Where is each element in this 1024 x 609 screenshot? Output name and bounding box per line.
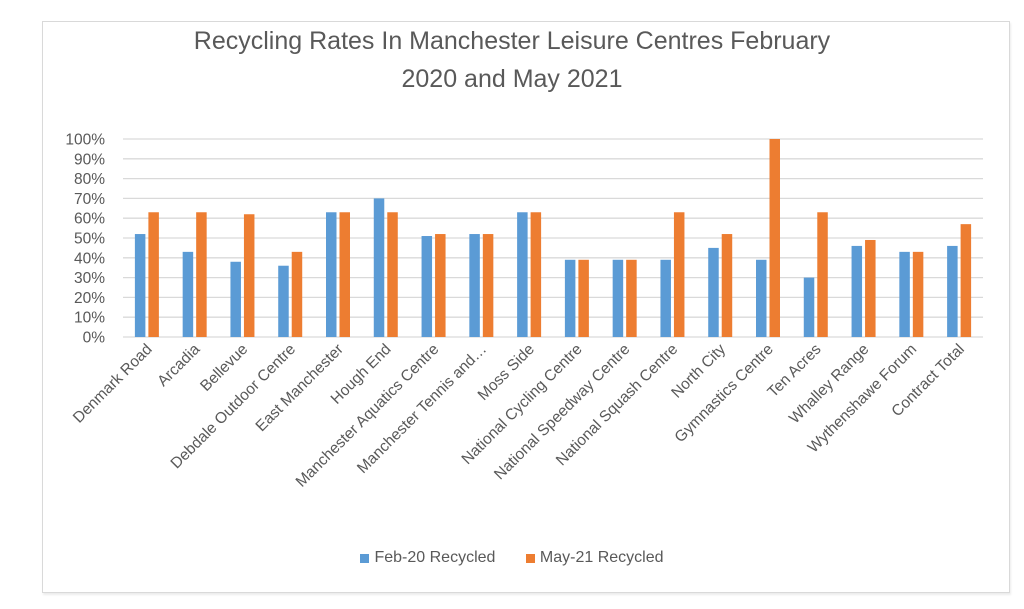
bar-may-21 [912, 251, 924, 337]
bar-feb-20 [326, 212, 337, 337]
bar-may-21 [626, 259, 637, 337]
bar-may-21 [769, 139, 780, 337]
bar-may-21 [196, 212, 207, 337]
bar-feb-20 [708, 247, 719, 337]
y-tick-label: 20% [74, 290, 105, 307]
chart-title-line-2: 2020 and May 2021 [401, 65, 623, 93]
bar-feb-20 [182, 251, 194, 337]
bar-may-21 [291, 251, 303, 337]
bar-may-21 [435, 234, 446, 337]
bar-feb-20 [517, 212, 528, 337]
x-tick-label: East Manchester [253, 341, 347, 435]
y-tick-label: 40% [74, 250, 105, 267]
y-tick-label: 70% [74, 191, 105, 208]
legend-label-may-21: May-21 Recycled [539, 549, 664, 566]
y-tick-label: 10% [74, 310, 105, 327]
y-tick-label: 90% [74, 151, 105, 168]
bar-feb-20 [612, 259, 624, 337]
bar-feb-20 [134, 234, 146, 337]
bar-may-21 [578, 259, 589, 337]
bar-feb-20 [373, 198, 385, 337]
bar-may-21 [721, 234, 733, 337]
bar-may-21 [865, 239, 876, 337]
legend-item-may-21: May-21 Recycled [525, 549, 664, 567]
y-tick-label: 80% [74, 171, 105, 188]
chart-title-line-1: Recycling Rates In Manchester Leisure Ce… [193, 27, 831, 55]
bar-feb-20 [899, 251, 910, 337]
legend-swatch-may-21 [525, 553, 535, 563]
bar-feb-20 [660, 259, 671, 337]
bar-may-21 [817, 212, 828, 337]
legend-swatch-feb-20 [360, 553, 370, 563]
bar-may-21 [387, 212, 398, 337]
bar-feb-20 [421, 236, 433, 337]
chart-legend: Feb-20 Recycled May-21 Recycled [0, 549, 1024, 568]
chart-title: Recycling Rates In Manchester Leisure Ce… [0, 22, 1024, 98]
legend-item-feb-20: Feb-20 Recycled [360, 549, 495, 567]
gridlines [123, 138, 983, 338]
bar-feb-20 [564, 259, 576, 337]
bar-feb-20 [756, 259, 767, 337]
bar-may-21 [339, 212, 350, 337]
y-tick-label: 0% [83, 330, 106, 347]
bars [134, 139, 972, 337]
y-tick-label: 60% [74, 211, 105, 228]
bar-may-21 [243, 214, 255, 337]
bar-feb-20 [803, 277, 815, 337]
bar-may-21 [482, 234, 494, 337]
y-axis-tick-labels: 0% 10% 20% 30% 40% 50% 60% 70% 80% 90% 100% [65, 132, 105, 347]
bar-feb-20 [851, 245, 863, 337]
y-tick-label: 50% [74, 231, 105, 248]
bar-may-21 [673, 212, 685, 337]
y-tick-label: 100% [65, 132, 105, 149]
bar-feb-20 [230, 261, 241, 337]
bar-feb-20 [469, 234, 480, 337]
bar-feb-20 [278, 265, 289, 337]
x-tick-label: Denmark Road [70, 341, 156, 427]
bar-may-21 [960, 224, 972, 337]
bar-may-21 [530, 212, 542, 337]
bar-feb-20 [947, 245, 958, 337]
bar-may-21 [148, 212, 159, 337]
y-tick-label: 30% [74, 270, 105, 287]
legend-label-feb-20: Feb-20 Recycled [374, 549, 496, 566]
